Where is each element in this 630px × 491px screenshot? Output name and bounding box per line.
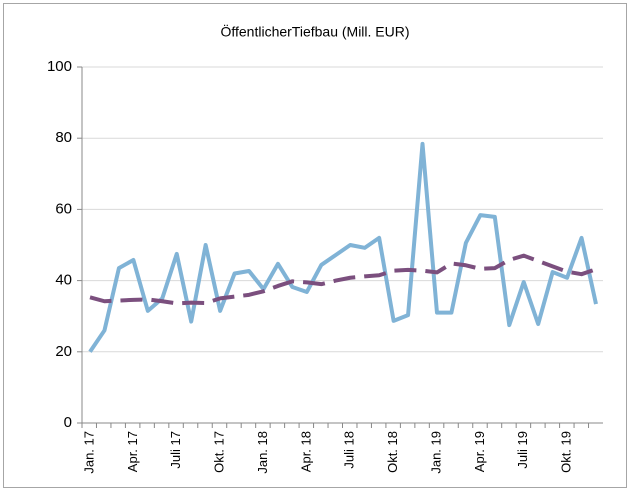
y-tick-label: 80 [55, 129, 72, 146]
x-tick-label: Jan. 17 [81, 431, 96, 474]
x-tick-label: Juli 17 [168, 431, 183, 469]
chart-title: ÖffentlicherTiefbau (Mill. EUR) [220, 23, 409, 40]
data-line [89, 253, 597, 306]
data-line [88, 141, 598, 353]
x-tick-label: Apr. 18 [298, 431, 313, 472]
x-tick-label: Apr. 19 [472, 431, 487, 472]
y-tick-label: 20 [55, 343, 72, 360]
x-tick-label: Jan. 18 [255, 431, 270, 474]
y-tick-label: 60 [55, 200, 72, 217]
x-tick-label: Okt. 17 [212, 431, 227, 473]
x-tick-label: Apr. 17 [125, 431, 140, 472]
chart-frame [3, 3, 627, 488]
x-tick-label: Okt. 19 [559, 431, 574, 473]
y-tick-label: 40 [55, 272, 72, 289]
x-tick-label: Okt. 18 [385, 431, 400, 473]
x-tick-label: Jan. 19 [428, 431, 443, 474]
x-tick-label: Juli 18 [342, 431, 357, 469]
x-tick-label: Juli 19 [515, 431, 530, 469]
y-tick-label: 100 [47, 58, 72, 75]
y-tick-label: 0 [64, 414, 72, 431]
